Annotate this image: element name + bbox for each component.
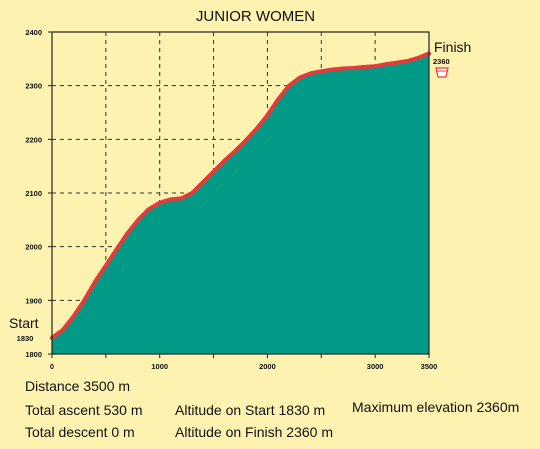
x-tick-label: 3500 (421, 362, 438, 371)
y-tick-label: 1900 (25, 296, 42, 305)
x-tick-label: 1000 (151, 362, 168, 371)
y-tick-label: 2300 (25, 82, 42, 91)
elevation-line (50, 51, 431, 340)
y-tick-label: 1800 (25, 350, 42, 359)
x-tick-label: 3000 (367, 362, 384, 371)
y-tick-label: 2200 (25, 135, 42, 144)
start-label: Start (9, 315, 39, 331)
cup-icon (435, 67, 449, 78)
start-value: 1830 (17, 334, 34, 343)
chart-title: JUNIOR WOMEN (196, 8, 315, 25)
finish-label: Finish (434, 39, 471, 55)
x-tick-label: 2000 (259, 362, 276, 371)
finish-value: 2360 (433, 57, 450, 66)
y-tick-label: 2400 (25, 28, 42, 37)
x-tick-label: 0 (50, 362, 54, 371)
y-tick-label: 2100 (25, 189, 42, 198)
y-tick-label: 2000 (25, 243, 42, 252)
elevation-area (52, 53, 429, 354)
